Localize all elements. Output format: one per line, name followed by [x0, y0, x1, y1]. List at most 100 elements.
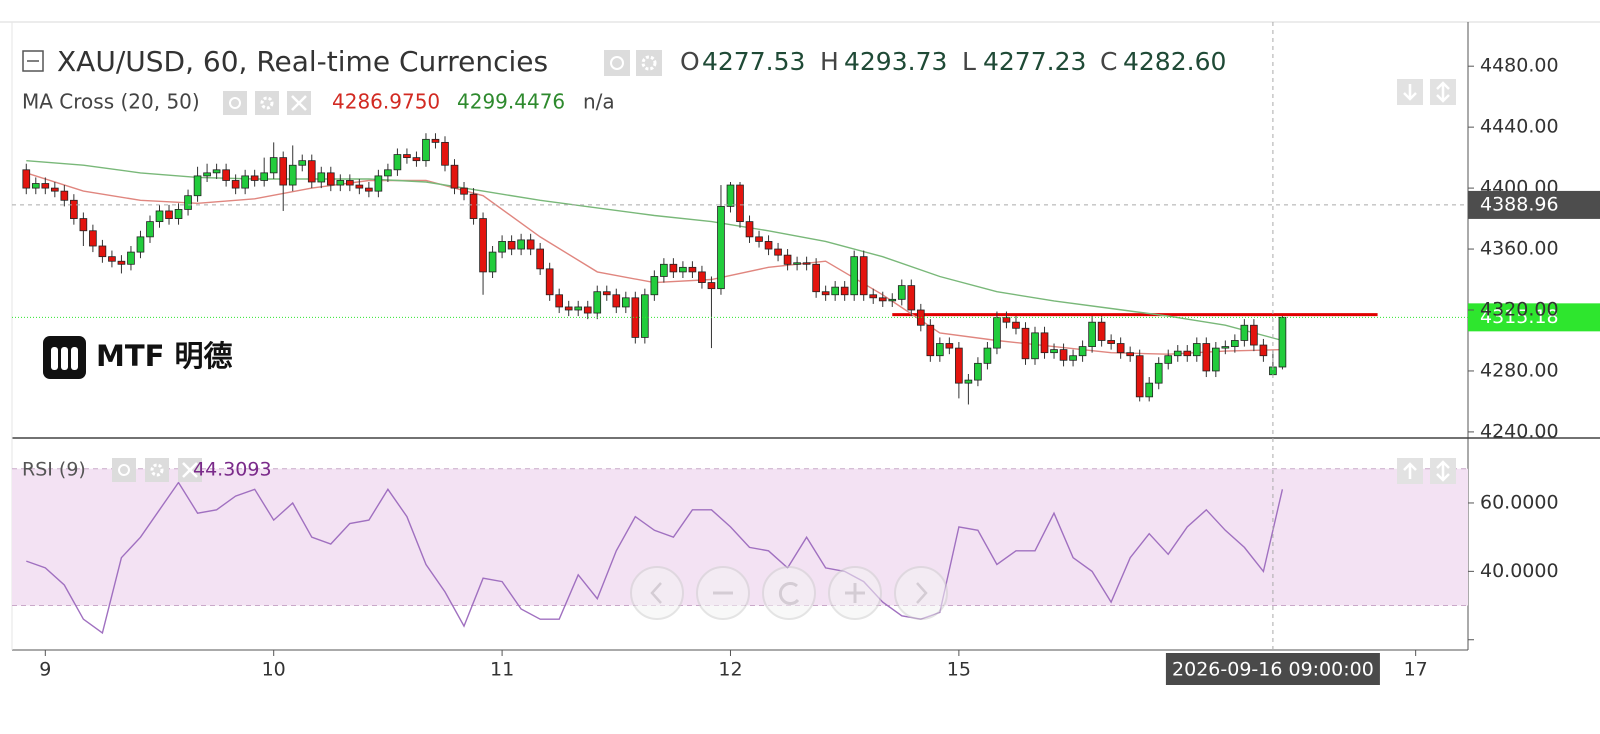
candle-body	[650, 276, 659, 296]
title-icons	[604, 50, 662, 76]
eye-icon[interactable]	[604, 50, 630, 76]
candle-body	[717, 205, 725, 290]
candle-body	[897, 285, 906, 300]
y-tick-label: 4360.00	[1480, 238, 1559, 260]
candle-body	[555, 294, 564, 308]
candle-body	[431, 138, 440, 143]
candle-body	[812, 263, 820, 293]
candle-body	[726, 184, 735, 207]
candle-body	[602, 291, 611, 296]
candle-body	[1135, 355, 1144, 398]
scroll-right-button[interactable]	[894, 566, 948, 620]
candle-body	[355, 184, 364, 189]
candle-body	[850, 256, 859, 296]
ohlc-label: L	[962, 47, 976, 76]
collapse-icon[interactable]	[22, 50, 44, 72]
reset-button[interactable]	[762, 566, 816, 620]
candle-body	[1097, 321, 1106, 341]
candle-body	[926, 324, 935, 357]
candle-body	[1078, 346, 1087, 357]
candle-body	[1107, 340, 1115, 344]
candle-body	[688, 266, 697, 273]
candle-body	[146, 221, 154, 238]
candle-body	[1231, 340, 1239, 347]
pane-buttons	[1397, 79, 1456, 484]
y-tick-label: 40.0000	[1480, 560, 1559, 582]
candle-body	[298, 160, 307, 166]
candle-body	[184, 195, 192, 210]
candle-body	[1183, 350, 1192, 357]
settings-icon[interactable]	[255, 91, 279, 115]
candle-body	[1164, 355, 1173, 364]
candle-body	[859, 256, 868, 296]
candle-body	[50, 187, 59, 192]
candle-body	[707, 282, 716, 290]
remove-icon-glyph	[291, 95, 307, 111]
candle-body	[60, 190, 69, 201]
crosshair-price-label: 4388.96	[1480, 193, 1559, 215]
logo-text: MTF 明德	[96, 339, 233, 373]
eye-icon[interactable]	[112, 458, 136, 482]
candle-body	[1012, 321, 1020, 329]
logo-bar	[71, 347, 78, 370]
candle-body	[317, 172, 326, 183]
y-tick-label: 4240.00	[1480, 420, 1559, 442]
candle-body	[507, 241, 516, 250]
candle-body	[526, 239, 535, 250]
candle-body	[70, 199, 78, 219]
scroll-left-button[interactable]	[630, 566, 684, 620]
candle-body	[1021, 327, 1030, 360]
candle-body	[384, 169, 392, 177]
candle-body	[89, 230, 97, 247]
candle-body	[1221, 346, 1230, 349]
candle-body	[393, 154, 402, 171]
x-tick-label: 12	[718, 659, 742, 681]
candle-body	[346, 180, 354, 186]
candle-body	[631, 297, 640, 338]
candle-body	[79, 218, 88, 232]
candle-body	[736, 184, 744, 223]
settings-icon[interactable]	[636, 50, 662, 76]
eye-icon[interactable]	[223, 91, 247, 115]
candle-body	[840, 286, 849, 296]
candle-body	[212, 169, 221, 174]
candle-body	[174, 209, 183, 219]
candle-body	[1002, 317, 1011, 323]
candle-body	[764, 241, 773, 250]
candle-body	[222, 169, 230, 181]
candle-body	[498, 241, 506, 253]
candle-body	[974, 362, 982, 381]
arrow-glyph	[1436, 460, 1450, 482]
x-tick-label: 11	[490, 659, 514, 681]
settings-icon-glyph	[260, 96, 274, 110]
settings-icon-glyph	[641, 55, 657, 71]
rsi-value: 44.3093	[193, 459, 272, 481]
settings-icon[interactable]	[145, 458, 169, 482]
ohlc-value: 4277.23	[983, 47, 1086, 76]
candle-body	[936, 343, 944, 357]
candle-body	[1116, 343, 1125, 354]
candle-body	[621, 297, 630, 308]
y-tick-label: 60.0000	[1480, 491, 1559, 513]
candle-body	[1126, 352, 1134, 357]
candle-body	[907, 285, 916, 311]
ohlc-label: O	[680, 47, 700, 76]
candle-body	[488, 251, 497, 273]
zoom-controls	[630, 566, 948, 620]
candle-body	[136, 236, 145, 253]
candle-body	[41, 183, 50, 189]
candle-body	[1031, 332, 1039, 360]
candle-body	[1173, 350, 1182, 357]
y-tick-label: 4320.00	[1480, 299, 1559, 321]
candle-body	[469, 193, 478, 219]
candle-body	[193, 175, 202, 197]
price-pane	[12, 133, 1468, 405]
ohlc-value: 4293.73	[844, 47, 947, 76]
candle-body	[545, 268, 554, 296]
candle-body	[1154, 362, 1163, 384]
candle-body	[679, 266, 687, 273]
candle-body	[964, 379, 973, 384]
overlay-value: 4299.4476	[457, 90, 565, 114]
candle-body	[660, 263, 668, 277]
